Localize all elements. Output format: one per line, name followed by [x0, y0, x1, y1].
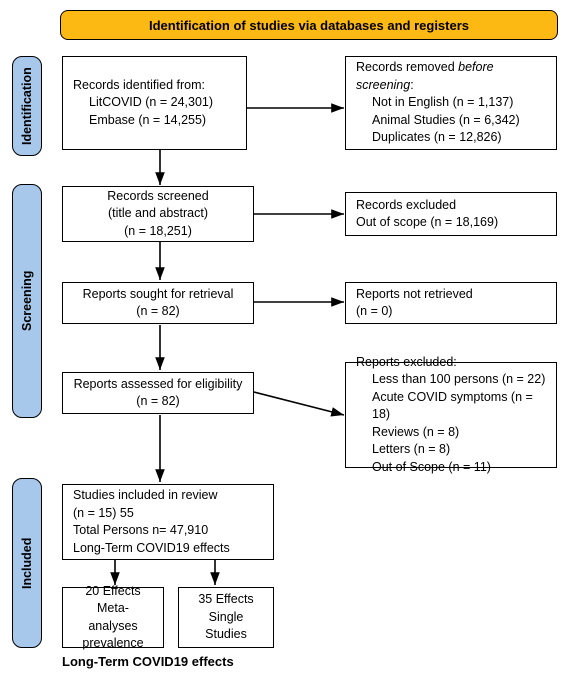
prisma-flowchart: Identification of studies via databases … [0, 0, 576, 685]
arrows-layer [0, 0, 576, 685]
